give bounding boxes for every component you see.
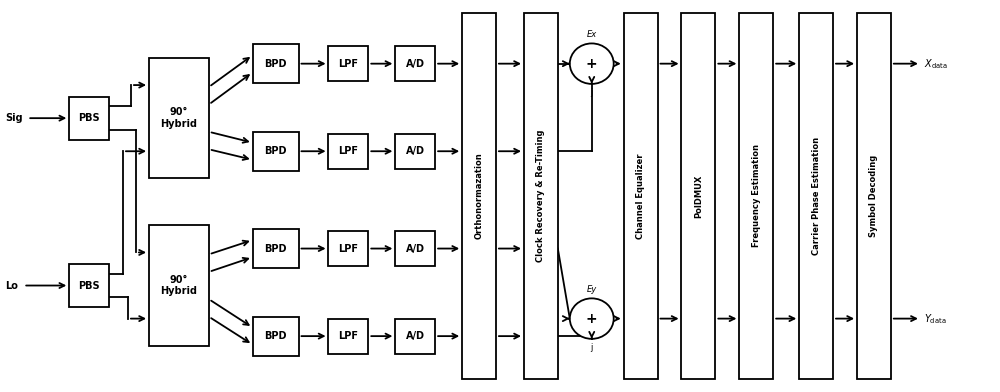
Text: Sig: Sig [5,113,23,123]
Text: A/D: A/D [406,59,425,69]
Text: j: j [591,343,593,352]
Text: Channel Equalizer: Channel Equalizer [636,153,645,239]
FancyBboxPatch shape [395,46,435,81]
Text: BPD: BPD [264,243,287,254]
Text: Lo: Lo [5,281,18,290]
FancyBboxPatch shape [328,231,368,266]
FancyBboxPatch shape [524,13,558,379]
Text: Frequency Estimation: Frequency Estimation [752,145,761,247]
Text: $X_{\rm data}$: $X_{\rm data}$ [924,57,948,71]
Text: PBS: PBS [78,281,100,290]
Text: LPF: LPF [338,59,358,69]
Text: LPF: LPF [338,146,358,156]
Text: LPF: LPF [338,331,358,341]
FancyBboxPatch shape [253,317,299,356]
Text: Ey: Ey [587,285,597,294]
Text: BPD: BPD [264,331,287,341]
Text: j: j [591,88,593,97]
Text: Ex: Ex [587,30,597,39]
Text: Symbol Decoding: Symbol Decoding [869,155,878,237]
FancyBboxPatch shape [253,229,299,268]
FancyBboxPatch shape [69,97,109,140]
Ellipse shape [570,298,614,339]
Text: A/D: A/D [406,243,425,254]
FancyBboxPatch shape [739,13,773,379]
Text: PolDMUX: PolDMUX [694,174,703,218]
FancyBboxPatch shape [857,13,891,379]
FancyBboxPatch shape [253,44,299,83]
Text: 90°
Hybrid: 90° Hybrid [160,275,197,296]
FancyBboxPatch shape [328,319,368,354]
Text: PBS: PBS [78,113,100,123]
Text: A/D: A/D [406,331,425,341]
Text: LPF: LPF [338,243,358,254]
Text: Orthonormazation: Orthonormazation [475,152,484,240]
FancyBboxPatch shape [328,46,368,81]
Text: Clock Recovery & Re-Timing: Clock Recovery & Re-Timing [536,130,545,262]
Ellipse shape [570,44,614,84]
FancyBboxPatch shape [624,13,658,379]
Text: Carrier Phase Estimation: Carrier Phase Estimation [812,137,821,255]
FancyBboxPatch shape [395,231,435,266]
Text: BPD: BPD [264,146,287,156]
FancyBboxPatch shape [395,319,435,354]
FancyBboxPatch shape [799,13,833,379]
Text: A/D: A/D [406,146,425,156]
Text: +: + [586,312,598,326]
Text: 90°
Hybrid: 90° Hybrid [160,107,197,129]
FancyBboxPatch shape [149,225,209,346]
FancyBboxPatch shape [253,132,299,171]
FancyBboxPatch shape [69,264,109,307]
FancyBboxPatch shape [462,13,496,379]
FancyBboxPatch shape [328,134,368,169]
Text: +: + [586,57,598,71]
FancyBboxPatch shape [681,13,715,379]
FancyBboxPatch shape [149,58,209,178]
FancyBboxPatch shape [395,134,435,169]
Text: BPD: BPD [264,59,287,69]
Text: $Y_{\rm data}$: $Y_{\rm data}$ [924,312,946,325]
